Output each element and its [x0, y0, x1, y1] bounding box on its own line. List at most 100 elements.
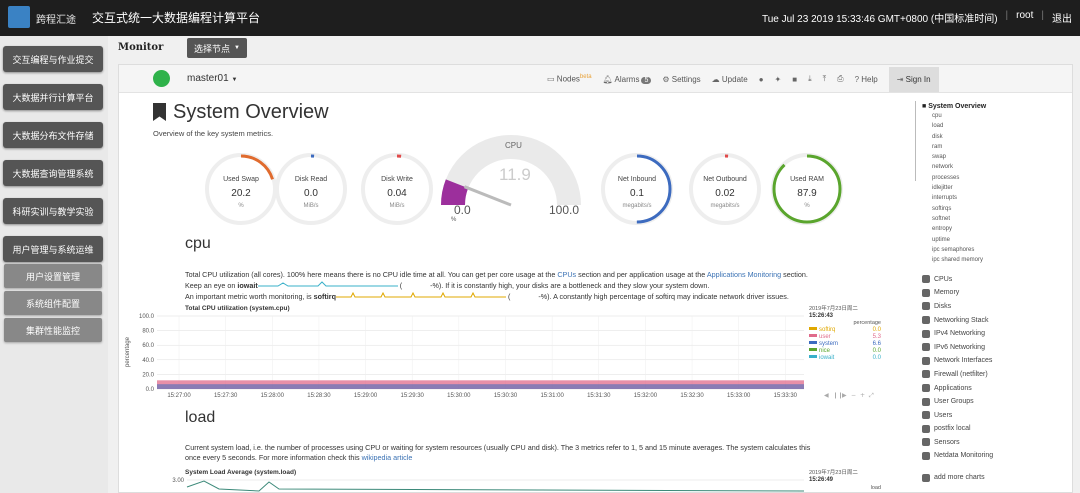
nav-nodes-label: Nodes — [556, 74, 580, 84]
menu-item-postfix-local[interactable]: postfix local — [922, 422, 1062, 436]
chart-timestamp-date: 2019年7月23日周二 — [809, 304, 858, 312]
gauge-value: 20.2 — [231, 188, 251, 199]
sidebar-item-programming[interactable]: 交互编程与作业提交 — [3, 46, 103, 72]
x-tick-label: 15:29:30 — [401, 393, 425, 399]
menu-item-network-interfaces[interactable]: Network Interfaces — [922, 354, 1062, 368]
menu-item-system-overview[interactable]: ■ System Overview — [922, 103, 1062, 110]
menu-item-ipv6-networking[interactable]: IPv6 Networking — [922, 340, 1062, 354]
menu-item-label: postfix local — [934, 425, 971, 433]
interfaces-icon — [922, 356, 930, 365]
gauge-unit: megabits/s — [622, 203, 652, 209]
menu-subitem-interrupts[interactable]: interrupts — [932, 195, 958, 202]
menu-item-label: Networking Stack — [934, 316, 989, 324]
nav-update[interactable]: ☁ Update — [712, 75, 748, 84]
menu-item-ipv4-networking[interactable]: IPv4 Networking — [922, 327, 1062, 341]
menu-item-firewall-netfilter-[interactable]: Firewall (netfilter) — [922, 368, 1062, 382]
menu-subitem-softnet[interactable]: softnet — [932, 215, 951, 222]
sidebar-subitem-cluster-monitoring[interactable]: 集群性能监控 — [4, 318, 102, 342]
cpu-gauge-needle — [463, 185, 512, 207]
gauge-ring — [690, 154, 760, 224]
menu-subitem-softirqs[interactable]: softirqs — [932, 205, 952, 212]
sidebar-item-research-training[interactable]: 科研实训与教学实验 — [3, 198, 103, 224]
github-icon[interactable]: ● — [758, 74, 764, 84]
sidebar-subitem-component-config[interactable]: 系统组件配置 — [4, 291, 102, 315]
users-icon — [922, 397, 930, 406]
menu-subitem-idlejitter[interactable]: idlejitter — [932, 185, 953, 192]
chart-icon — [922, 451, 930, 460]
host-selector[interactable]: master01 ▼ — [187, 73, 237, 84]
menu-item-disks[interactable]: Disks — [922, 300, 1062, 314]
menu-subitem-disk[interactable]: disk — [932, 133, 943, 140]
desc-text: -%). If it is constantly high, your disk… — [430, 281, 710, 290]
facebook-icon[interactable]: ■ — [792, 74, 798, 84]
y-tick-label: 20.0 — [142, 372, 154, 378]
nav-settings[interactable]: ⚙ Settings — [662, 75, 700, 84]
menu-item-cpus[interactable]: CPUs — [922, 272, 1062, 286]
menu-item-sensors[interactable]: Sensors — [922, 436, 1062, 450]
upload-icon[interactable]: ⤒ — [822, 74, 827, 83]
menu-subitem-ipc-semaphores[interactable]: ipc semaphores — [932, 246, 975, 253]
chart-title: Total CPU utilization (system.cpu) — [185, 305, 290, 312]
gauge-net-inbound: Net Inbound 0.1 megabits/s — [601, 153, 673, 225]
x-tick-label: 15:31:30 — [587, 393, 611, 399]
logout-link[interactable]: 退出 — [1052, 14, 1072, 25]
menu-subitem-network[interactable]: network — [932, 164, 954, 171]
cpus-link[interactable]: CPUs — [557, 270, 577, 279]
sidebar-item-query-management[interactable]: 大数据查询管理系统 — [3, 160, 103, 186]
menu-item-add-more-charts[interactable]: add more charts — [922, 471, 1062, 485]
menu-subitem-entropy[interactable]: entropy — [932, 226, 953, 233]
load-section-description: Current system load, i.e. the number of … — [185, 443, 810, 463]
menu-item-netdata-monitoring[interactable]: Netdata Monitoring — [922, 449, 1062, 463]
nav-nodes[interactable]: ▭ Nodesbeta — [547, 74, 592, 84]
menu-item-user-groups[interactable]: User Groups — [922, 395, 1062, 409]
nav-help[interactable]: ? Help — [855, 75, 878, 84]
menu-item-applications[interactable]: Applications — [922, 381, 1062, 395]
signin-icon: ⇥ — [896, 74, 904, 84]
brand-logo-icon — [8, 6, 30, 28]
menu-subitem-cpu[interactable]: cpu — [932, 113, 942, 119]
menu-subitem-load[interactable]: load — [932, 123, 944, 130]
y-tick-label: 60.0 — [142, 343, 154, 349]
print-icon[interactable]: ⎙ — [837, 74, 844, 83]
chart-control-icon[interactable]: − — [851, 392, 856, 399]
wikipedia-link[interactable]: wikipedia article — [361, 453, 413, 462]
menu-item-users[interactable]: Users — [922, 408, 1062, 422]
menu-subitem-ram[interactable]: ram — [932, 143, 943, 150]
menu-subitem-swap[interactable]: swap — [932, 154, 947, 161]
sidebar-item-parallel-computing[interactable]: 大数据并行计算平台 — [3, 84, 103, 110]
chart-control-icon[interactable]: ❙❙ — [833, 392, 843, 399]
network-icon — [922, 316, 930, 325]
legend-series-name: nice — [819, 348, 831, 354]
download-icon[interactable]: ⤓ — [808, 74, 812, 83]
signin-button[interactable]: ⇥ Sign In — [888, 66, 939, 92]
menu-item-memory[interactable]: Memory — [922, 286, 1062, 300]
menu-subitem-uptime[interactable]: uptime — [932, 236, 951, 243]
chart-control-icon[interactable]: ◀ — [824, 392, 829, 399]
sidebar-subitem-user-settings[interactable]: 用户设置管理 — [4, 264, 102, 288]
nav-alarms-label: Alarms — [614, 74, 640, 84]
legend-series-name: softirq — [819, 327, 835, 333]
iowait-sparkline — [257, 281, 398, 287]
menu-subitem-processes[interactable]: processes — [932, 174, 960, 181]
alarms-count-badge: 5 — [641, 76, 652, 84]
applications-monitoring-link[interactable]: Applications Monitoring — [706, 270, 782, 279]
gauge-value: 0.02 — [715, 188, 735, 199]
menu-item-networking-stack[interactable]: Networking Stack — [922, 313, 1062, 327]
sidebar-item-user-ops[interactable]: 用户管理与系统运维 — [3, 236, 103, 262]
nav-alarms[interactable]: 🔔︎ Alarms 5 — [603, 75, 652, 84]
bell-icon: 🔔︎ — [602, 74, 613, 84]
bookmark-icon: ■ — [922, 103, 927, 110]
netdata-frame: master01 ▼ ▭ Nodesbeta 🔔︎ Alarms 5 ⚙ Sett… — [118, 64, 1073, 493]
chart-control-icon[interactable]: ▶ — [842, 392, 847, 399]
node-select-dropdown[interactable]: 选择节点 ▼ — [187, 38, 247, 58]
twitter-icon[interactable]: ✦ — [774, 74, 782, 84]
menu-subitem-ipc-shared-memory[interactable]: ipc shared memory — [932, 257, 984, 264]
heart-icon — [922, 384, 930, 392]
chart-control-icon[interactable]: ⤢ — [869, 392, 874, 399]
gauge-fill — [206, 154, 276, 224]
sidebar-item-file-storage[interactable]: 大数据分布文件存储 — [3, 122, 103, 148]
netdata-logo-icon[interactable] — [153, 70, 170, 87]
chart-control-icon[interactable]: + — [860, 392, 865, 399]
gauge-ring — [206, 154, 276, 224]
user-name[interactable]: root — [1016, 10, 1034, 21]
